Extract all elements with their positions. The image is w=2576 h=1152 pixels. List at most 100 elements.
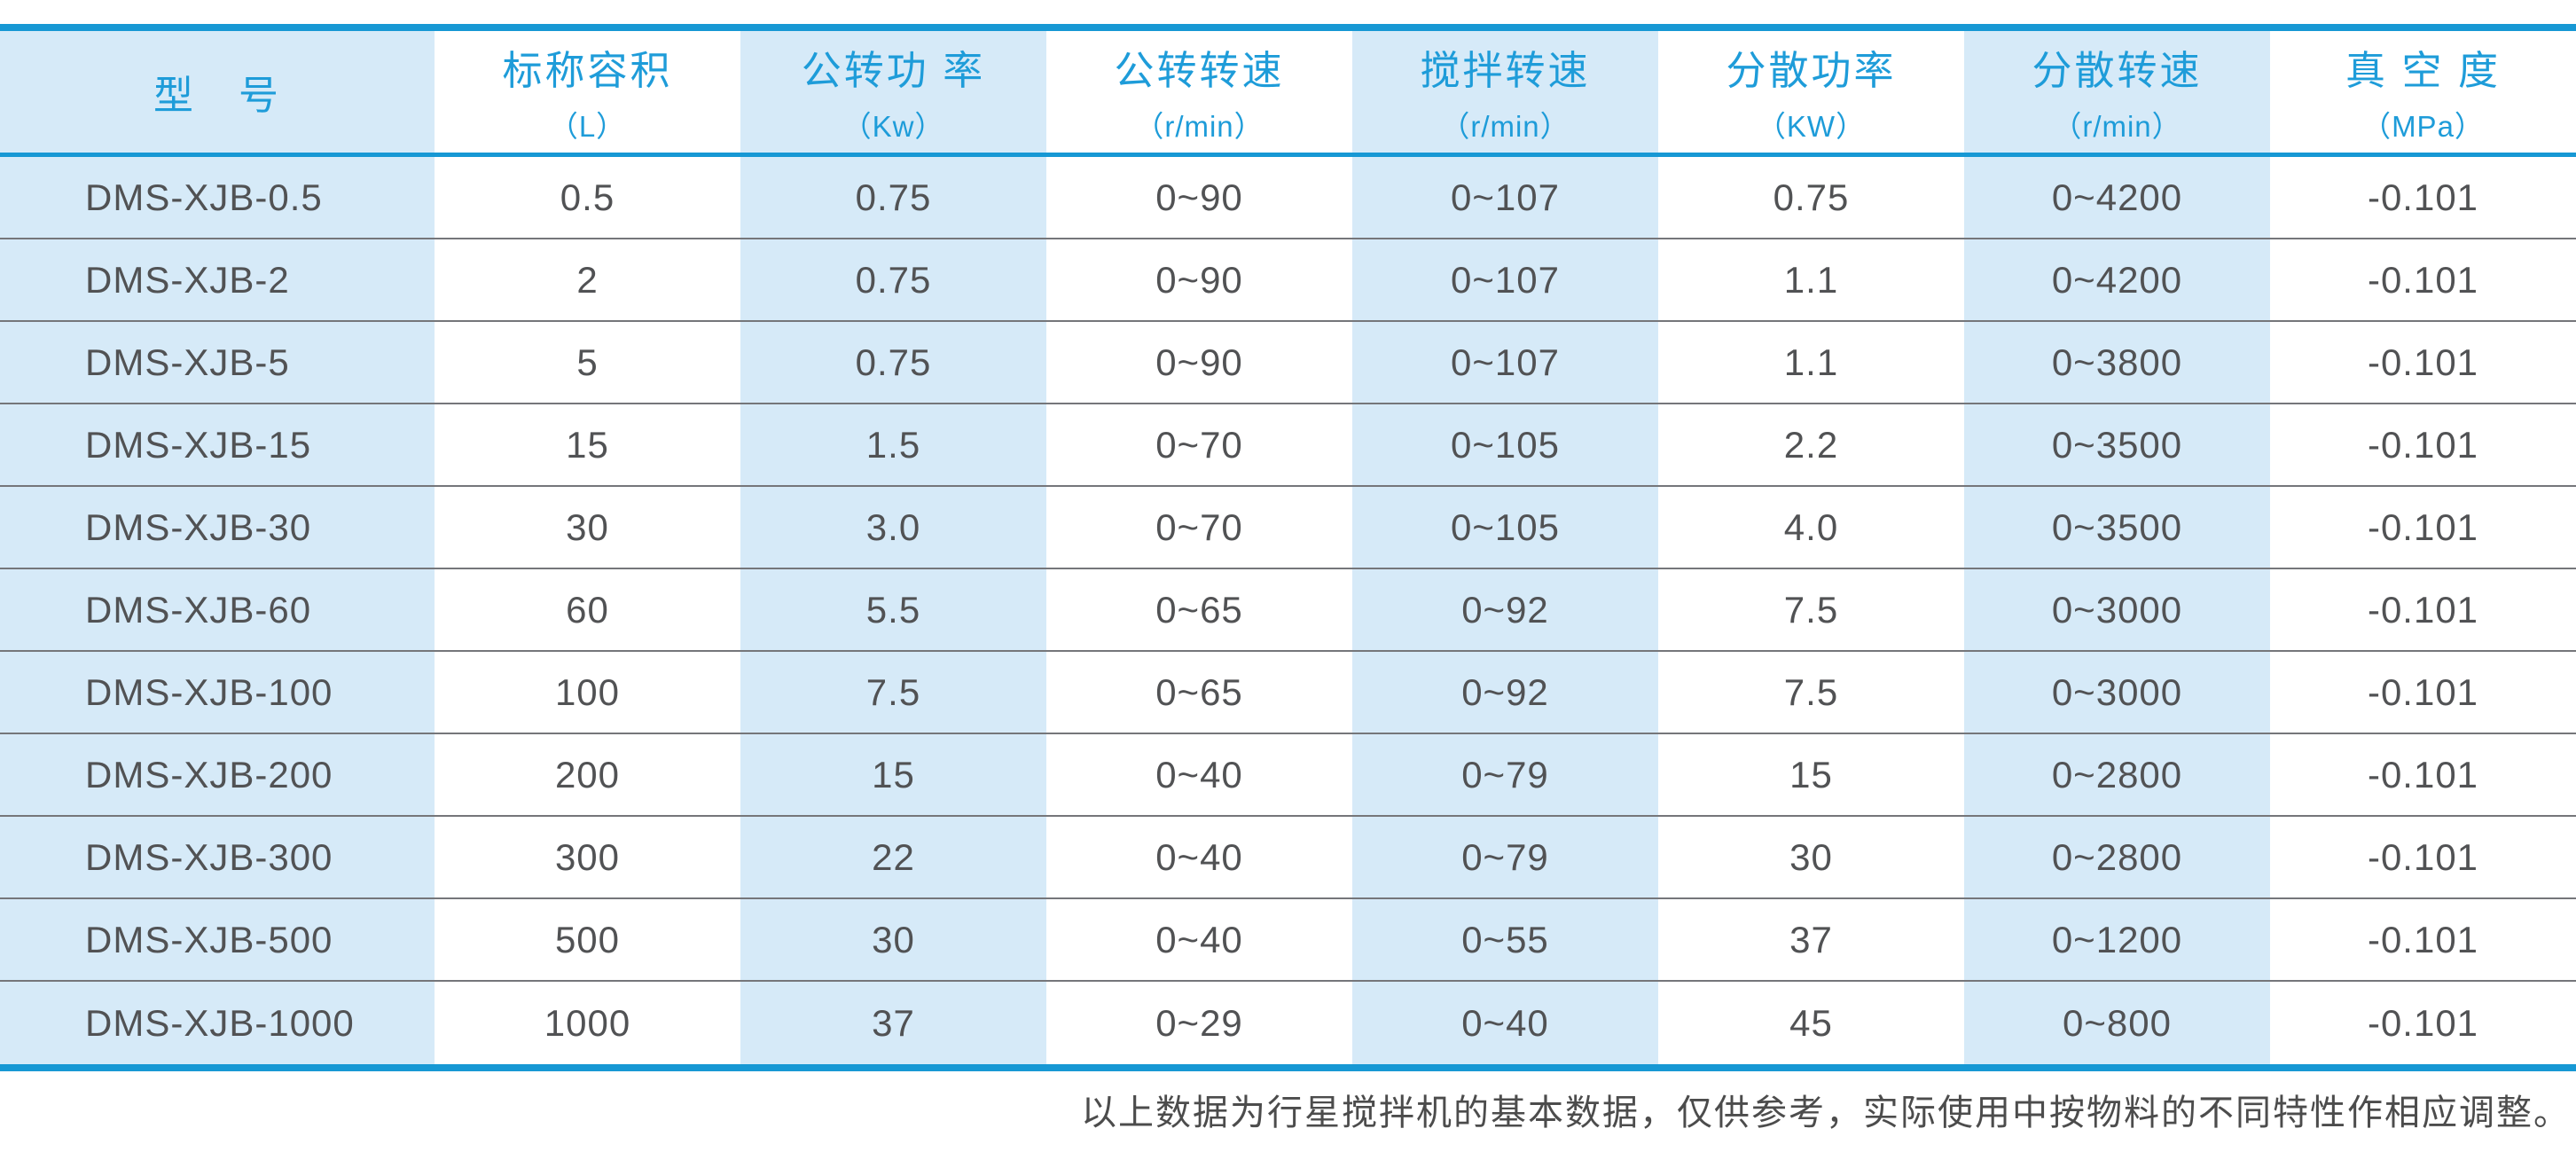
value-cell: 0~107 bbox=[1352, 322, 1658, 403]
column-title: 型 号 bbox=[153, 73, 281, 118]
value-cell: 0~79 bbox=[1352, 734, 1658, 815]
table-row: DMS-XJB-5 5 0.75 0~90 0~107 1.1 0~3800 -0.101 bbox=[0, 322, 2576, 404]
value-cell: 0~2800 bbox=[1964, 734, 2270, 815]
value-cell: 0~79 bbox=[1352, 817, 1658, 897]
value-cell: 200 bbox=[554, 753, 621, 795]
value-cell: 0~92 bbox=[1352, 652, 1658, 733]
value-cell: 37 bbox=[1789, 918, 1833, 960]
value-cell: 0~3000 bbox=[1964, 652, 2270, 733]
column-unit: （Kw） bbox=[842, 110, 945, 143]
value-cell: 0~40 bbox=[1155, 753, 1243, 795]
value-cell: 0~40 bbox=[1352, 982, 1658, 1064]
value-cell: -0.101 bbox=[2367, 588, 2479, 631]
value-cell: 30 bbox=[566, 505, 609, 548]
value-cell: 0.75 bbox=[740, 322, 1046, 403]
value-cell: 2.2 bbox=[1783, 423, 1839, 466]
value-cell: 0.5 bbox=[560, 176, 615, 218]
value-cell: 0~55 bbox=[1352, 899, 1658, 980]
column-unit: （r/min） bbox=[2052, 110, 2182, 143]
value-cell: 0~1200 bbox=[1964, 899, 2270, 980]
value-cell: 0~65 bbox=[1155, 588, 1243, 631]
value-cell: -0.101 bbox=[2367, 258, 2479, 301]
value-cell: -0.101 bbox=[2367, 505, 2479, 548]
value-cell: -0.101 bbox=[2367, 918, 2479, 960]
column-title: 搅拌转速 bbox=[1420, 48, 1591, 93]
value-cell: 1.5 bbox=[740, 404, 1046, 485]
value-cell: 0~70 bbox=[1155, 505, 1243, 548]
table-row: DMS-XJB-500 500 30 0~40 0~55 37 0~1200 -0.101 bbox=[0, 899, 2576, 982]
column-header-4: 搅拌转速 （r/min） bbox=[1352, 31, 1658, 153]
model-cell: DMS-XJB-2 bbox=[0, 239, 435, 320]
value-cell: 0.75 bbox=[1773, 176, 1850, 218]
value-cell: 0.75 bbox=[740, 157, 1046, 238]
value-cell: 0~90 bbox=[1155, 176, 1243, 218]
table-row: DMS-XJB-1000 1000 37 0~29 0~40 45 0~800 -0.101 bbox=[0, 982, 2576, 1064]
table-row: DMS-XJB-100 100 7.5 0~65 0~92 7.5 0~3000 -0.101 bbox=[0, 652, 2576, 734]
value-cell: 0~107 bbox=[1352, 239, 1658, 320]
header-divider bbox=[0, 153, 2576, 157]
model-cell: DMS-XJB-200 bbox=[0, 734, 435, 815]
column-title: 分散功率 bbox=[1726, 48, 1897, 93]
value-cell: 15 bbox=[740, 734, 1046, 815]
value-cell: 0~90 bbox=[1155, 258, 1243, 301]
model-cell: DMS-XJB-500 bbox=[0, 899, 435, 980]
value-cell: 1.1 bbox=[1783, 341, 1839, 383]
value-cell: 300 bbox=[554, 835, 621, 878]
table-row: DMS-XJB-300 300 22 0~40 0~79 30 0~2800 -0.101 bbox=[0, 817, 2576, 899]
value-cell: 7.5 bbox=[1783, 588, 1839, 631]
column-unit: （KW） bbox=[1756, 110, 1867, 143]
value-cell: 0~4200 bbox=[1964, 239, 2270, 320]
value-cell: 0~107 bbox=[1352, 157, 1658, 238]
model-cell: DMS-XJB-1000 bbox=[0, 982, 435, 1064]
value-cell: 0~3500 bbox=[1964, 404, 2270, 485]
column-header-1: 标称容积 （L） bbox=[435, 31, 740, 153]
column-header-0: 型 号 bbox=[0, 31, 435, 153]
value-cell: -0.101 bbox=[2367, 835, 2479, 878]
value-cell: 0~3800 bbox=[1964, 322, 2270, 403]
value-cell: 1000 bbox=[544, 1001, 631, 1044]
model-cell: DMS-XJB-0.5 bbox=[0, 157, 435, 238]
value-cell: 0~105 bbox=[1352, 404, 1658, 485]
column-header-7: 真 空 度 （MPa） bbox=[2270, 31, 2576, 153]
value-cell: 0~2800 bbox=[1964, 817, 2270, 897]
table-row: DMS-XJB-60 60 5.5 0~65 0~92 7.5 0~3000 -0.101 bbox=[0, 569, 2576, 652]
column-unit: （r/min） bbox=[1134, 110, 1265, 143]
table-row: DMS-XJB-30 30 3.0 0~70 0~105 4.0 0~3500 -0.101 bbox=[0, 487, 2576, 569]
value-cell: -0.101 bbox=[2367, 341, 2479, 383]
table-row: DMS-XJB-15 15 1.5 0~70 0~105 2.2 0~3500 -0.101 bbox=[0, 404, 2576, 487]
table-header-row: 型 号 标称容积 （L） 公转功 率 （Kw） 公转转速 （r/min） 搅拌转速 （r/min… bbox=[0, 31, 2576, 153]
model-cell: DMS-XJB-300 bbox=[0, 817, 435, 897]
column-header-5: 分散功率 （KW） bbox=[1658, 31, 1964, 153]
column-unit: （MPa） bbox=[2361, 110, 2485, 143]
value-cell: 0~90 bbox=[1155, 341, 1243, 383]
model-cell: DMS-XJB-5 bbox=[0, 322, 435, 403]
column-title: 分散转速 bbox=[2032, 48, 2203, 93]
column-header-2: 公转功 率 （Kw） bbox=[740, 31, 1046, 153]
value-cell: 1.1 bbox=[1783, 258, 1839, 301]
table-top-border bbox=[0, 24, 2576, 31]
model-cell: DMS-XJB-100 bbox=[0, 652, 435, 733]
value-cell: 0~29 bbox=[1155, 1001, 1243, 1044]
table-row: DMS-XJB-200 200 15 0~40 0~79 15 0~2800 -0.101 bbox=[0, 734, 2576, 817]
table-body: DMS-XJB-0.5 0.5 0.75 0~90 0~107 0.75 0~4200 -0.… bbox=[0, 157, 2576, 1064]
value-cell: -0.101 bbox=[2367, 423, 2479, 466]
value-cell: 0~70 bbox=[1155, 423, 1243, 466]
value-cell: 4.0 bbox=[1783, 505, 1839, 548]
value-cell: 0.75 bbox=[740, 239, 1046, 320]
value-cell: 500 bbox=[554, 918, 621, 960]
column-unit: （L） bbox=[548, 110, 627, 143]
table-footnote: 以上数据为行星搅拌机的基本数据，仅供参考，实际使用中按物料的不同特性作相应调整。 bbox=[1081, 1093, 2571, 1133]
value-cell: -0.101 bbox=[2367, 753, 2479, 795]
value-cell: 37 bbox=[740, 982, 1046, 1064]
column-title: 公转功 率 bbox=[801, 48, 986, 93]
table-row: DMS-XJB-2 2 0.75 0~90 0~107 1.1 0~4200 -0.101 bbox=[0, 239, 2576, 322]
value-cell: 2 bbox=[576, 258, 599, 301]
value-cell: -0.101 bbox=[2367, 1001, 2479, 1044]
value-cell: 0~800 bbox=[1964, 982, 2270, 1064]
value-cell: 60 bbox=[566, 588, 609, 631]
column-header-6: 分散转速 （r/min） bbox=[1964, 31, 2270, 153]
value-cell: 30 bbox=[1789, 835, 1833, 878]
value-cell: 22 bbox=[740, 817, 1046, 897]
table-bottom-border bbox=[0, 1064, 2576, 1071]
value-cell: 15 bbox=[1789, 753, 1833, 795]
